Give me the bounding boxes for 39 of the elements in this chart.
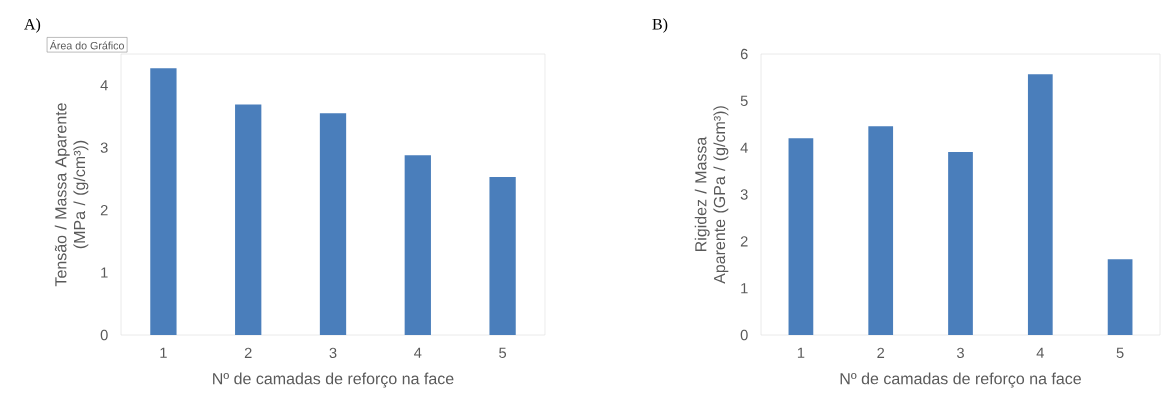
y-tick-label: 0 xyxy=(740,329,748,341)
y-tick-label: 5 xyxy=(740,95,748,106)
bar xyxy=(1107,259,1133,335)
bar xyxy=(404,155,431,335)
y-axis-title: Tensão / Massa Aparente (MPa / (g/cm³)) xyxy=(54,103,89,287)
x-tick-label: 2 xyxy=(244,347,252,358)
x-axis-title: Nº de camadas de reforço na face xyxy=(840,372,1081,388)
x-axis-title: Nº de camadas de reforço na face xyxy=(213,372,454,388)
bar xyxy=(948,151,973,335)
text: Área do Gráfico xyxy=(49,40,124,50)
bar xyxy=(489,177,516,335)
y-tick-label: 4 xyxy=(100,80,108,91)
x-tick-label: 4 xyxy=(414,347,422,358)
x-tick-label: 1 xyxy=(160,347,167,358)
y-tick-label: 2 xyxy=(740,236,748,247)
x-tick-label: 2 xyxy=(877,347,885,358)
bar xyxy=(319,113,347,335)
y-tick-label: 2 xyxy=(100,205,108,216)
x-tick-label: 5 xyxy=(499,347,507,358)
y-tick-label: 0 xyxy=(100,329,108,341)
chart-title: B) xyxy=(652,18,668,33)
bar xyxy=(235,104,262,335)
y-axis-title: Rigidez / Massa Aparente (GPa / (g/cm³)) xyxy=(694,106,729,284)
bar xyxy=(150,68,177,335)
y-tick-label: 1 xyxy=(101,267,108,278)
y-tick-label: 3 xyxy=(740,189,748,200)
x-tick-label: 5 xyxy=(1116,347,1124,358)
y-tick-label: 3 xyxy=(100,142,108,153)
x-tick-label: 1 xyxy=(797,347,805,358)
chart-title: A) xyxy=(24,18,41,33)
bar xyxy=(1027,74,1053,335)
y-tick-label: 1 xyxy=(741,283,748,294)
x-tick-label: 4 xyxy=(1036,347,1044,358)
y-tick-label: 6 xyxy=(740,48,748,60)
x-tick-label: 3 xyxy=(329,347,337,359)
bar xyxy=(868,126,894,335)
x-tick-label: 3 xyxy=(956,347,964,359)
bar xyxy=(788,138,814,335)
y-tick-label: 4 xyxy=(740,142,748,153)
